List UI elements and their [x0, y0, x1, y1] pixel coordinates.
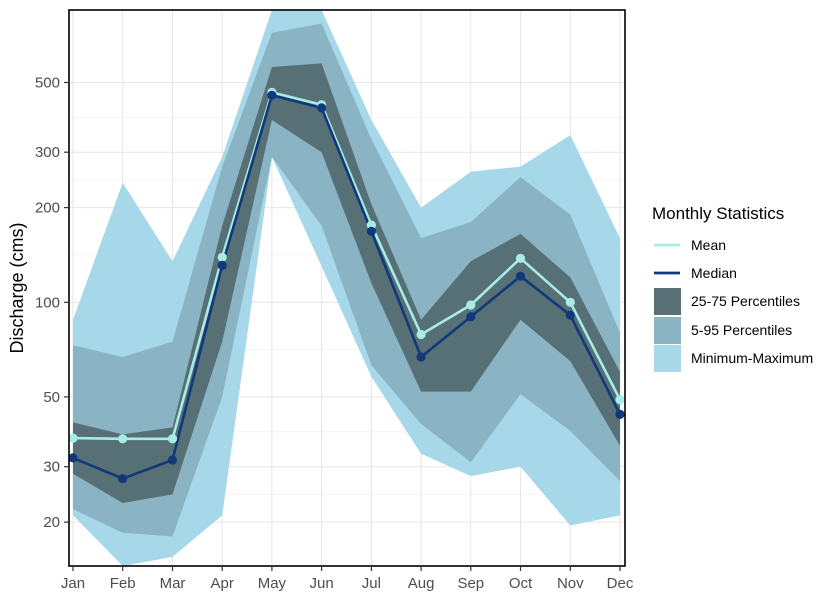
- axes: 20 30 50 100 200 300 500 Jan Feb Mar Apr May Jun Jul A…: [35, 75, 634, 593]
- mean-line: [72, 91, 622, 441]
- series-lines: [72, 91, 622, 480]
- legend-label-median: Median: [691, 265, 737, 281]
- median-point: [466, 312, 476, 322]
- median-point: [317, 103, 327, 113]
- mean-point: [565, 297, 575, 307]
- legend-key-minimum-maximum: [654, 345, 681, 372]
- x-tick-label: Aug: [408, 575, 435, 592]
- x-tick-label: Mar: [160, 575, 186, 592]
- median-point: [118, 474, 128, 484]
- y-tick-label: 200: [35, 200, 60, 217]
- median-point: [217, 260, 227, 270]
- mean-point: [366, 220, 376, 230]
- legend-label-mean: Mean: [691, 237, 726, 253]
- mean-point: [416, 329, 426, 340]
- x-tick-label: Sep: [457, 575, 484, 592]
- median-point: [68, 453, 78, 463]
- mean-point: [466, 300, 476, 310]
- median-line: [72, 94, 622, 480]
- y-axis-title: Discharge (cms): [7, 222, 27, 353]
- x-tick-label: Jul: [362, 575, 381, 592]
- legend-key-25-75-percentiles: [654, 288, 681, 315]
- legend-title: Monthly Statistics: [652, 204, 784, 223]
- y-tick-label: 50: [43, 389, 60, 406]
- legend-label-5-95-percentiles: 5-95 Percentiles: [691, 322, 792, 338]
- median-point: [366, 226, 376, 236]
- mean-point: [167, 434, 178, 444]
- band-5-95-percentiles: [73, 23, 620, 537]
- median-point: [515, 271, 526, 281]
- plot-frame: [68, 9, 626, 567]
- mean-point: [515, 253, 526, 263]
- y-tick-label: 100: [35, 294, 60, 311]
- legend-label-minimum-maximum: Minimum-Maximum: [691, 350, 813, 366]
- x-tick-label: Jan: [61, 575, 85, 592]
- x-tick-label: Feb: [110, 575, 136, 592]
- series-points: [68, 87, 625, 484]
- x-tick-label: Oct: [509, 575, 533, 592]
- median-point: [267, 90, 277, 100]
- median-point: [565, 310, 575, 320]
- median-point: [167, 455, 178, 465]
- x-tick-label: Jun: [310, 575, 334, 592]
- legend: Monthly Statistics Mean Median 25-75 Perce…: [652, 204, 813, 372]
- y-tick-label: 30: [43, 459, 60, 476]
- median-point: [615, 409, 625, 419]
- mean-point: [68, 433, 78, 443]
- legend-key-5-95-percentiles: [654, 317, 681, 344]
- mean-point: [217, 252, 227, 262]
- median-point: [416, 352, 426, 362]
- x-tick-label: Nov: [557, 575, 584, 592]
- mean-point: [118, 434, 128, 444]
- mean-point: [615, 395, 625, 405]
- y-tick-label: 500: [35, 75, 60, 92]
- x-tick-label: Dec: [607, 575, 634, 592]
- x-tick-label: Apr: [211, 575, 234, 592]
- y-tick-label: 300: [35, 144, 60, 161]
- x-tick-label: May: [258, 575, 287, 592]
- legend-label-25-75-percentiles: 25-75 Percentiles: [691, 293, 800, 309]
- y-tick-label: 20: [43, 514, 60, 531]
